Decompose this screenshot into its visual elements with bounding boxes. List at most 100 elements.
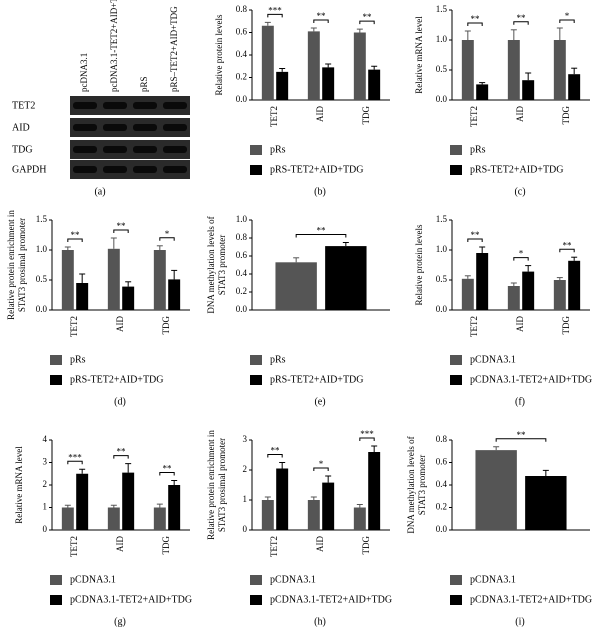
blot-band — [103, 124, 127, 131]
significance-label: ** — [117, 221, 127, 231]
significance-label: ** — [71, 230, 81, 240]
bar — [153, 507, 166, 530]
x-tick-label: TDG — [161, 316, 171, 335]
panel-label: (g) — [114, 616, 126, 627]
significance-bracket — [159, 472, 175, 476]
significance-label: ** — [317, 11, 327, 21]
blot-band — [73, 102, 97, 109]
significance-label: * — [565, 11, 570, 21]
blot-band — [73, 146, 97, 153]
bar — [168, 279, 181, 310]
y-tick-label: 4 — [43, 434, 48, 444]
significance-label: *** — [268, 5, 282, 15]
y-tick-label: 0.0 — [436, 94, 448, 104]
legend-swatch — [50, 355, 62, 365]
y-axis-label: Relative mRNA level — [14, 446, 24, 524]
x-tick-label: AID — [315, 106, 325, 122]
y-tick-label: 0.5 — [436, 274, 448, 284]
y-tick-label: 1.0 — [36, 244, 48, 254]
x-tick-label: AID — [515, 316, 525, 332]
significance-label: * — [165, 229, 170, 239]
x-tick-label: TET2 — [469, 106, 479, 127]
significance-label: ** — [517, 430, 527, 440]
bar — [461, 40, 474, 100]
legend-label: pRS-TET2+AID+TDG — [270, 164, 364, 175]
bar — [368, 69, 381, 100]
y-tick-label: 1.5 — [436, 214, 448, 224]
y-tick-label: 0.4 — [236, 268, 248, 278]
bar — [107, 248, 120, 310]
bar — [507, 40, 520, 100]
significance-label: ** — [471, 230, 481, 240]
significance-label: * — [319, 459, 324, 469]
significance-bracket — [513, 257, 529, 261]
panel-label: (d) — [114, 396, 126, 407]
blot-strip — [70, 160, 190, 179]
x-tick-label: TDG — [361, 106, 371, 125]
legend-label: pCDNA3.1-TET2+AID+TDG — [270, 594, 392, 605]
bar — [353, 32, 366, 100]
significance-bracket — [559, 19, 575, 23]
y-tick-label: 0.6 — [236, 250, 248, 260]
bar — [107, 507, 120, 530]
bar — [525, 476, 567, 530]
bar — [568, 260, 581, 310]
significance-label: *** — [360, 429, 374, 439]
y-axis-label: STAT3 promoter — [417, 455, 427, 516]
blot-band — [163, 102, 187, 109]
legend-swatch — [450, 355, 462, 365]
y-axis-label: Relative protein enrichment in — [6, 210, 16, 320]
bar — [461, 278, 474, 310]
blot-band — [103, 146, 127, 153]
bar — [353, 507, 366, 530]
bar — [61, 507, 74, 530]
y-tick-label: 0.4 — [236, 49, 248, 59]
lane-label: pRS — [139, 76, 149, 92]
significance-label: * — [519, 249, 524, 259]
significance-label: ** — [563, 240, 573, 250]
y-tick-label: 3 — [43, 457, 48, 467]
blot-strip — [70, 140, 190, 159]
y-tick-label: 0.0 — [236, 94, 248, 104]
legend-swatch — [450, 145, 462, 155]
legend-swatch — [450, 595, 462, 605]
significance-bracket — [359, 20, 375, 25]
bar — [568, 74, 581, 100]
lane-label: pcDNA3.1 — [79, 53, 89, 92]
legend-swatch — [250, 595, 262, 605]
blot-band — [133, 102, 157, 109]
legend-label: pCDNA3.1-TET2+AID+TDG — [70, 594, 192, 605]
bar — [307, 31, 320, 100]
significance-label: ** — [363, 12, 373, 22]
bar — [276, 71, 289, 100]
bar — [307, 500, 320, 530]
y-tick-label: 3 — [243, 434, 248, 444]
bar — [522, 271, 535, 310]
bar — [507, 286, 520, 310]
legend-label: pCDNA3.1 — [470, 574, 516, 585]
significance-bracket — [159, 237, 175, 241]
bar — [168, 485, 181, 530]
x-tick-label: AID — [515, 106, 525, 122]
bar — [475, 450, 517, 530]
y-tick-label: 1 — [43, 502, 48, 512]
y-tick-label: 0.0 — [436, 524, 448, 534]
legend-label: pRS-TET2+AID+TDG — [270, 374, 364, 385]
y-tick-label: 0.0 — [236, 304, 248, 314]
y-tick-label: 0.8 — [436, 434, 448, 444]
bar — [476, 84, 489, 100]
y-axis-label: Relative mRNA level — [414, 16, 424, 94]
significance-bracket — [467, 238, 483, 242]
significance-bracket — [359, 437, 375, 441]
y-tick-label: 0.2 — [436, 502, 447, 512]
y-axis-label: STAT3 prosimal promoter — [17, 218, 27, 312]
significance-bracket — [495, 438, 547, 442]
significance-label: ** — [471, 14, 481, 24]
y-tick-label: 0.8 — [236, 4, 248, 14]
y-tick-label: 0.6 — [236, 27, 248, 37]
bar — [322, 67, 335, 100]
y-tick-label: 1 — [243, 494, 248, 504]
significance-bracket — [513, 21, 529, 25]
legend-swatch — [50, 595, 62, 605]
bar — [153, 250, 166, 310]
